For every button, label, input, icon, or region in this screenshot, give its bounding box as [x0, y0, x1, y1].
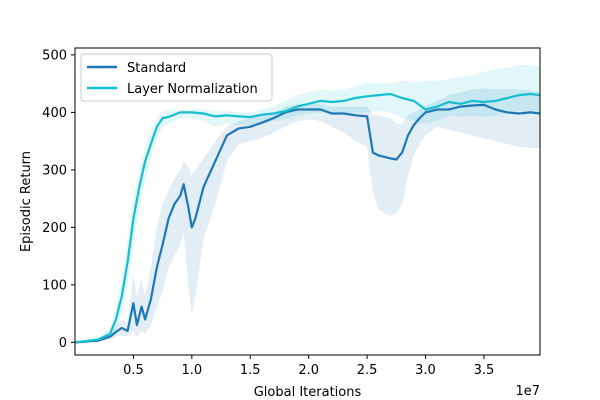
y-axis-ticks: 0 100 200 300 400 500 — [42, 48, 75, 351]
legend: Standard Layer Normalization — [80, 53, 273, 102]
y-tick-label: 400 — [42, 106, 67, 121]
band-standard — [75, 88, 540, 343]
line-standard — [74, 103, 541, 344]
y-tick-label: 300 — [42, 163, 67, 178]
x-axis-offset-label: 1e7 — [515, 384, 540, 399]
series-lines — [74, 92, 541, 344]
plot-frame — [74, 47, 541, 356]
y-tick-label: 100 — [42, 278, 67, 293]
y-tick-label: 0 — [59, 336, 67, 351]
line-layer-normalization — [74, 92, 541, 344]
x-axis-label: Global Iterations — [254, 385, 362, 400]
legend-box — [80, 53, 273, 102]
x-tick-label: 2.0 — [298, 363, 319, 378]
y-axis-label: Episodic Return — [19, 151, 34, 252]
y-tick-label: 500 — [42, 48, 67, 63]
legend-label-standard: Standard — [127, 61, 186, 76]
x-tick-label: 1.0 — [181, 363, 202, 378]
band-layer-normalization — [75, 65, 540, 343]
x-tick-label: 3.5 — [474, 363, 495, 378]
y-tick-label: 200 — [42, 221, 67, 236]
x-tick-label: 2.5 — [357, 363, 378, 378]
confidence-bands — [75, 65, 540, 343]
x-tick-label: 0.5 — [123, 363, 144, 378]
x-tick-label: 1.5 — [240, 363, 261, 378]
x-axis-ticks: 0.5 1.0 1.5 2.0 2.5 3.0 3.5 — [123, 355, 494, 378]
x-tick-label: 3.0 — [415, 363, 436, 378]
legend-label-layer-normalization: Layer Normalization — [127, 82, 258, 97]
